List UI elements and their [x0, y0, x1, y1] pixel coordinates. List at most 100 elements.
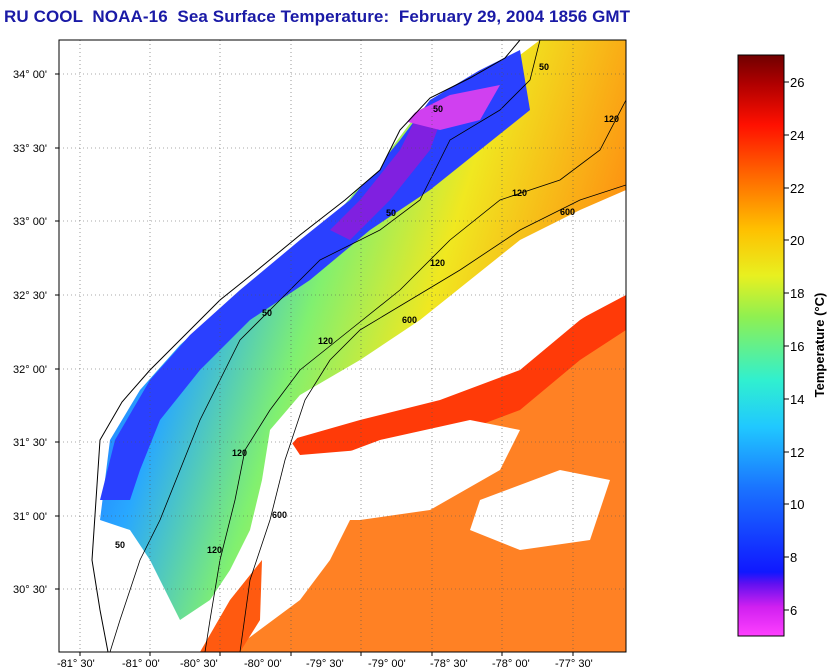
svg-text:-79° 00': -79° 00' — [368, 658, 406, 670]
svg-text:50: 50 — [433, 104, 443, 114]
svg-text:-79° 30': -79° 30' — [306, 658, 344, 670]
lon-label: -77° 30' — [555, 658, 593, 670]
svg-text:31° 30': 31° 30' — [13, 437, 47, 449]
svg-text:8: 8 — [790, 550, 797, 565]
svg-text:-80° 30': -80° 30' — [180, 658, 218, 670]
svg-text:22: 22 — [790, 181, 804, 196]
lon-label: -80° 30' — [180, 658, 218, 670]
svg-text:50: 50 — [115, 540, 125, 550]
isobath-120 — [204, 99, 626, 652]
svg-text:120: 120 — [207, 545, 222, 555]
svg-text:50: 50 — [539, 62, 549, 72]
contour-label: 600 — [402, 315, 417, 325]
shelf-water-region — [100, 40, 626, 620]
svg-text:-80° 00': -80° 00' — [244, 658, 282, 670]
svg-text:24: 24 — [790, 128, 804, 143]
svg-text:120: 120 — [430, 258, 445, 268]
lat-label: 33° 00' — [13, 216, 47, 228]
svg-text:33° 30': 33° 30' — [13, 143, 47, 155]
svg-text:600: 600 — [402, 315, 417, 325]
lon-label: -81° 30' — [57, 658, 95, 670]
svg-text:Temperature (°C): Temperature (°C) — [812, 293, 827, 398]
colorbar-tick-label: 22 — [790, 181, 804, 196]
svg-text:26: 26 — [790, 75, 804, 90]
contour-label: 50 — [539, 62, 549, 72]
svg-text:600: 600 — [272, 510, 287, 520]
colorbar-tick-label: 18 — [790, 286, 804, 301]
svg-text:120: 120 — [318, 336, 333, 346]
colorbar-tick-label: 14 — [790, 392, 804, 407]
colorbar-tick-label: 12 — [790, 445, 804, 460]
svg-text:120: 120 — [232, 448, 247, 458]
svg-text:-78° 00': -78° 00' — [492, 658, 530, 670]
colorbar-tick-label: 24 — [790, 128, 804, 143]
lat-label: 31° 30' — [13, 437, 47, 449]
map-plot-area: 50 50 50 50 50 120 120 120 120 120 120 6… — [59, 40, 626, 652]
svg-text:12: 12 — [790, 445, 804, 460]
svg-text:32° 30': 32° 30' — [13, 290, 47, 302]
contour-label: 600 — [272, 510, 287, 520]
contour-label: 120 — [604, 114, 619, 124]
colorbar — [737, 54, 785, 637]
land-region — [59, 40, 520, 652]
svg-text:32° 00': 32° 00' — [13, 364, 47, 376]
tick-marks — [55, 73, 574, 656]
gulf-stream-core — [290, 290, 626, 455]
colorbar-tick-label: 16 — [790, 339, 804, 354]
svg-text:-81° 30': -81° 30' — [57, 658, 95, 670]
lon-label: -78° 00' — [492, 658, 530, 670]
contour-label: 50 — [433, 104, 443, 114]
lon-label: -79° 30' — [306, 658, 344, 670]
svg-text:50: 50 — [386, 208, 396, 218]
contour-label: 50 — [262, 308, 272, 318]
svg-text:31° 00': 31° 00' — [13, 511, 47, 523]
svg-text:16: 16 — [790, 339, 804, 354]
lat-label: 31° 00' — [13, 511, 47, 523]
lon-label: -81° 00' — [122, 658, 160, 670]
colorbar-tick-label: 20 — [790, 233, 804, 248]
contour-label: 120 — [207, 545, 222, 555]
svg-text:20: 20 — [790, 233, 804, 248]
isobath-600 — [239, 184, 626, 652]
map-title: RU COOL NOAA-16 Sea Surface Temperature:… — [4, 7, 631, 26]
lat-label: 30° 30' — [13, 584, 47, 596]
graticule — [59, 40, 626, 652]
svg-text:30° 30': 30° 30' — [13, 584, 47, 596]
lat-label: 32° 00' — [13, 364, 47, 376]
svg-text:14: 14 — [790, 392, 804, 407]
map-frame — [58, 39, 627, 653]
svg-text:18: 18 — [790, 286, 804, 301]
contour-label: 120 — [318, 336, 333, 346]
svg-text:120: 120 — [512, 188, 527, 198]
svg-text:600: 600 — [560, 207, 575, 217]
lat-label: 32° 30' — [13, 290, 47, 302]
svg-text:33° 00': 33° 00' — [13, 216, 47, 228]
colorbar-tick-label: 6 — [790, 603, 797, 618]
svg-text:-78° 30': -78° 30' — [430, 658, 468, 670]
contour-label: 120 — [232, 448, 247, 458]
cloud-gap — [268, 260, 626, 470]
contour-label: 120 — [512, 188, 527, 198]
lon-label: -78° 30' — [430, 658, 468, 670]
contour-label: 600 — [560, 207, 575, 217]
lon-label: -79° 00' — [368, 658, 406, 670]
coastline — [91, 40, 521, 652]
colorbar-tick-label: 8 — [790, 550, 797, 565]
contour-label: 120 — [430, 258, 445, 268]
colorbar-ticks — [784, 81, 789, 611]
svg-text:-81° 00': -81° 00' — [122, 658, 160, 670]
contour-label: 50 — [386, 208, 396, 218]
lon-label: -80° 00' — [244, 658, 282, 670]
colorbar-title: Temperature (°C) — [812, 293, 827, 398]
coastal-cold-water — [100, 50, 530, 500]
contour-label: 50 — [115, 540, 125, 550]
lat-label: 34° 00' — [13, 69, 47, 81]
svg-text:-77° 30': -77° 30' — [555, 658, 593, 670]
lat-label: 33° 30' — [13, 143, 47, 155]
svg-text:120: 120 — [604, 114, 619, 124]
svg-text:10: 10 — [790, 497, 804, 512]
svg-text:34° 00': 34° 00' — [13, 69, 47, 81]
svg-text:50: 50 — [262, 308, 272, 318]
colorbar-tick-label: 10 — [790, 497, 804, 512]
